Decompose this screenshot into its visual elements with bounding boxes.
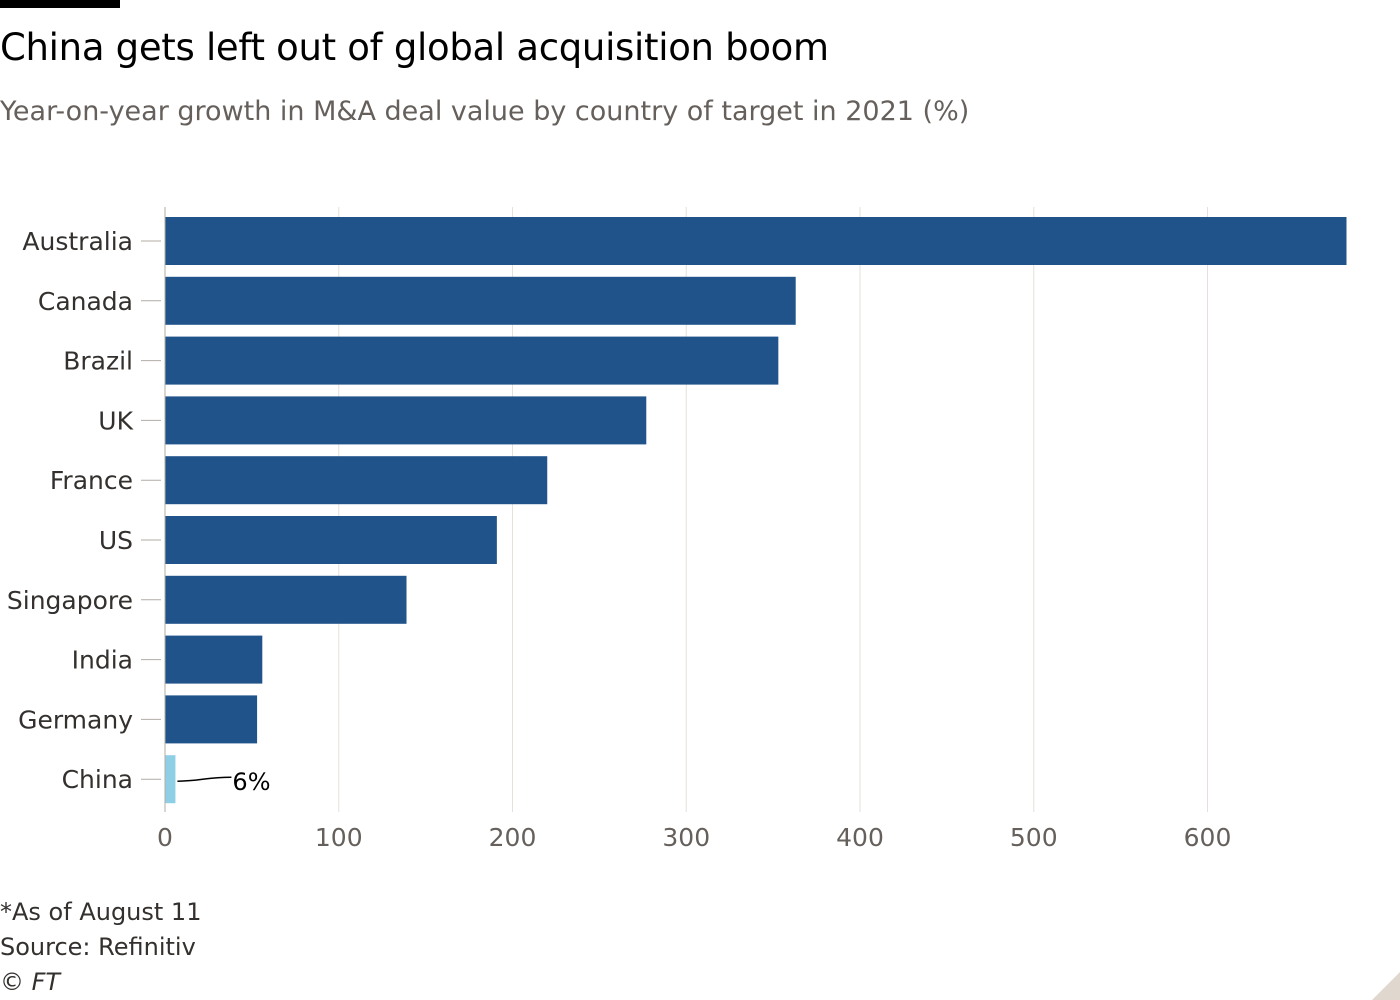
annotation-leader-line — [177, 776, 232, 782]
bar-germany — [165, 695, 258, 744]
brand-bar — [0, 0, 120, 8]
bar-france — [165, 456, 548, 505]
copyright: © FT — [0, 968, 61, 996]
bar-china — [165, 755, 176, 804]
bar-singapore — [165, 575, 407, 624]
bar-chart: 0 100 200 300 400 500 600 Australia Canada Brazil… — [7, 207, 1347, 852]
category-label-uk: UK — [98, 406, 133, 435]
annotation-label: 6% — [232, 768, 270, 796]
bar-brazil — [165, 336, 779, 385]
category-label-germany: Germany — [18, 705, 133, 734]
bar-uk — [165, 396, 647, 445]
x-tick-label-200: 200 — [489, 823, 537, 852]
category-label-france: France — [50, 466, 133, 495]
chart-subtitle: Year-on-year growth in M&A deal value by… — [0, 96, 970, 127]
x-tick-label-300: 300 — [662, 823, 710, 852]
category-label-china: China — [62, 765, 133, 794]
category-label-canada: Canada — [38, 287, 133, 316]
footnote: *As of August 11 — [0, 898, 202, 926]
x-tick-label-400: 400 — [836, 823, 884, 852]
corner-fold — [1372, 972, 1400, 1000]
x-tick-label-500: 500 — [1010, 823, 1058, 852]
category-label-us: US — [99, 526, 133, 555]
bar-us — [165, 516, 497, 564]
category-label-brazil: Brazil — [63, 347, 133, 376]
bar-india — [165, 635, 263, 684]
category-label-australia: Australia — [22, 227, 133, 256]
bar-australia — [165, 217, 1347, 265]
category-label-india: India — [72, 646, 133, 675]
x-tick-label-100: 100 — [315, 823, 363, 852]
bar-canada — [165, 276, 796, 325]
x-tick-label-0: 0 — [157, 823, 173, 852]
chart-title: China gets left out of global acquisitio… — [0, 26, 829, 69]
source-note: Source: Refinitiv — [0, 933, 196, 961]
x-tick-label-600: 600 — [1184, 823, 1232, 852]
category-label-singapore: Singapore — [7, 586, 133, 615]
